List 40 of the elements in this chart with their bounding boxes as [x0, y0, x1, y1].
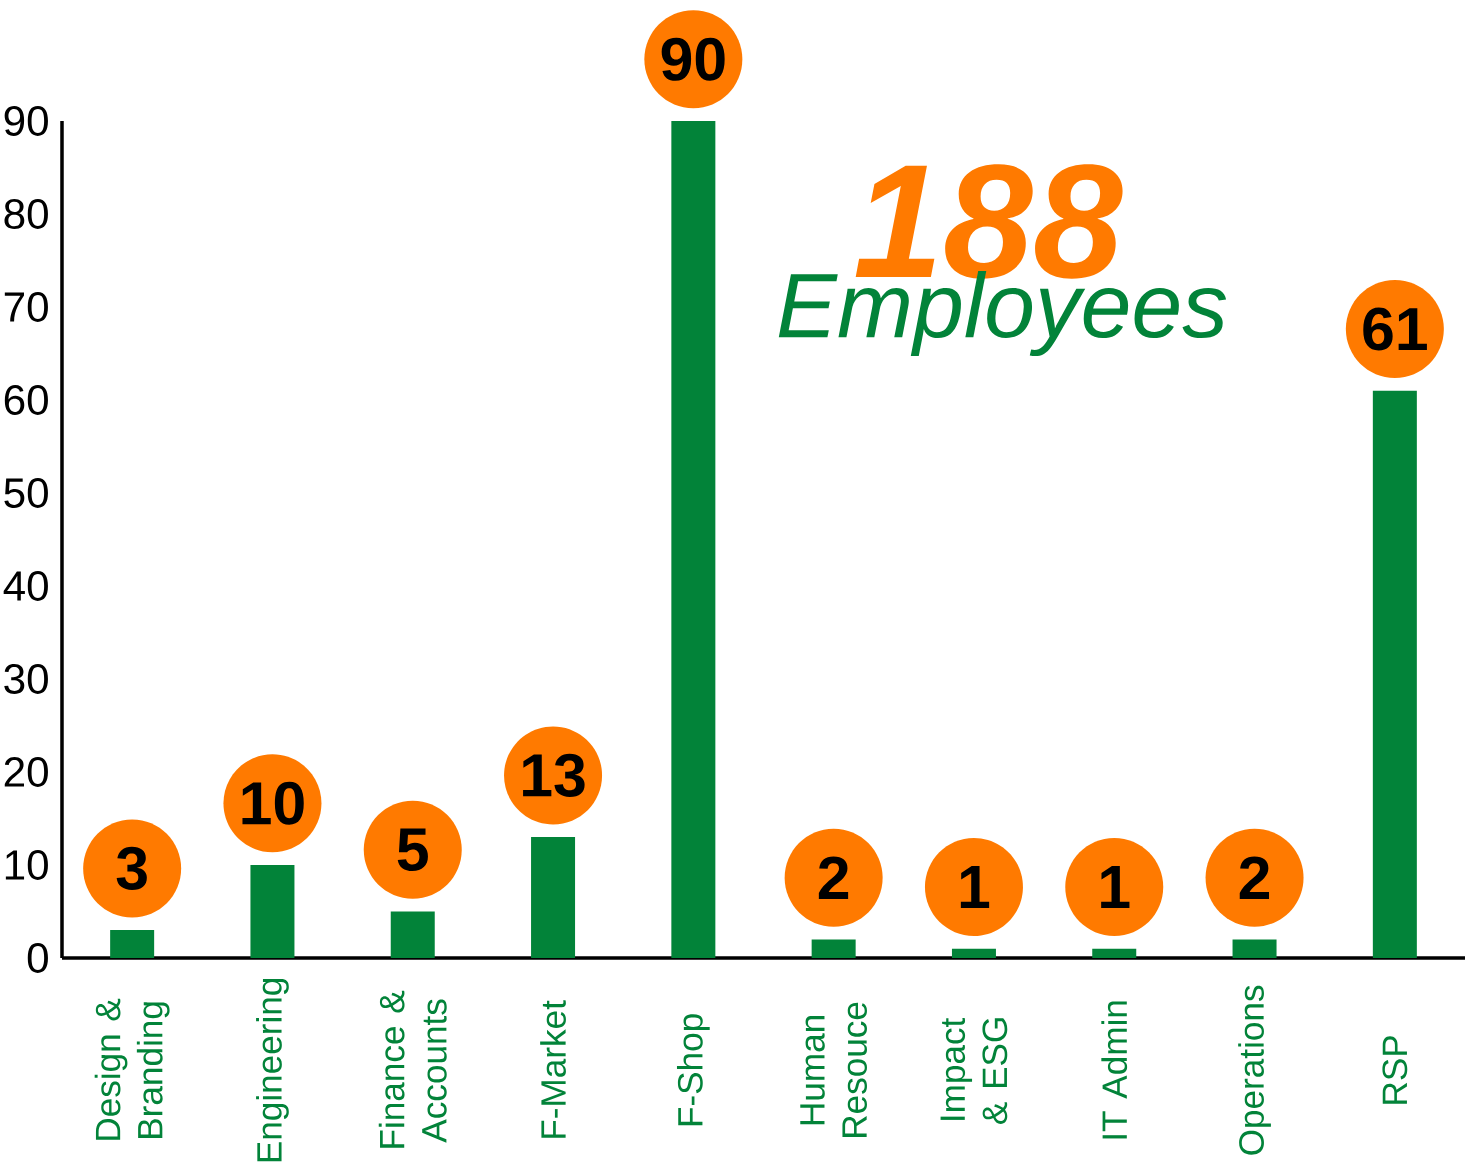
data-label: 61: [1363, 307, 1427, 351]
x-tick-label: RSP: [1382, 1036, 1408, 1104]
bar: [531, 837, 576, 958]
y-tick-label: 20: [4, 757, 48, 787]
bar: [390, 911, 435, 958]
bar: [1232, 939, 1277, 958]
data-label: 13: [523, 753, 585, 797]
x-tick-label: Design & Branding: [94, 998, 170, 1140]
bar: [951, 948, 996, 958]
bar: [671, 121, 716, 958]
bar: [1092, 948, 1137, 958]
data-label: 2: [1239, 856, 1270, 899]
data-label: 10: [242, 781, 304, 825]
y-tick-label: 40: [3, 571, 48, 601]
x-tick-label: Human Resouce: [800, 1002, 867, 1137]
y-tick-label: 50: [4, 478, 48, 508]
y-tick-label: 0: [27, 943, 48, 973]
x-tick-label: IT Admin: [1101, 1001, 1128, 1139]
data-label: 3: [116, 846, 147, 890]
bar: [811, 939, 856, 958]
data-label: 90: [661, 37, 725, 81]
data-label: 1: [1101, 866, 1130, 908]
data-label: 2: [818, 856, 849, 899]
data-label: 1: [960, 866, 990, 908]
x-tick-label: Engineering: [256, 978, 289, 1162]
data-label: 5: [397, 828, 428, 871]
x-tick-label: Finance & Accounts: [378, 990, 447, 1148]
x-tick-label: Impact & ESG: [940, 1017, 1008, 1124]
y-tick-label: 30: [4, 664, 48, 694]
bar: [250, 864, 295, 958]
y-tick-label: 90: [4, 106, 48, 136]
y-tick-label: 60: [4, 385, 48, 415]
bar: [110, 930, 155, 958]
x-tick-label: F-Shop: [676, 1014, 710, 1126]
y-tick-label: 80: [4, 199, 48, 229]
x-tick-label: Operations: [1238, 985, 1271, 1155]
y-tick-label: 70: [4, 292, 48, 322]
y-tick-label: 10: [5, 850, 48, 880]
x-tick-label: F-Market: [540, 1000, 566, 1138]
bar: [1372, 390, 1417, 958]
